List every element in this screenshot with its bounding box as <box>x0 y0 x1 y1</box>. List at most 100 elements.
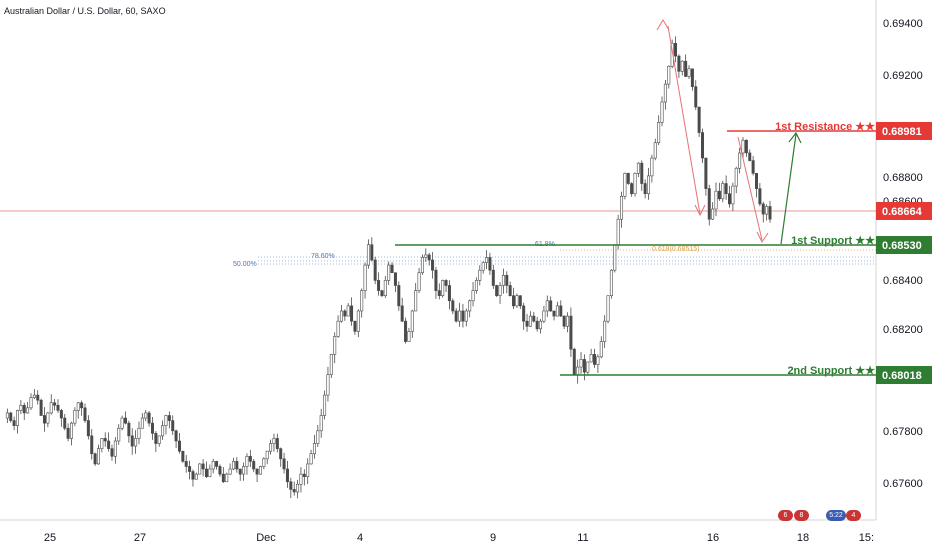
candle-body <box>262 458 266 467</box>
candle-body <box>22 404 26 414</box>
candle-body <box>117 427 121 442</box>
candle-body <box>606 295 610 322</box>
candle-body <box>657 122 661 144</box>
candle-body <box>748 152 752 161</box>
candle-body <box>660 101 664 123</box>
candle-body <box>208 468 212 477</box>
candle-body <box>424 254 428 258</box>
time-tick-label: 25 <box>44 532 56 544</box>
second-support-level[interactable]: 2nd Support ★★ 0.68018 <box>560 365 932 384</box>
fib-retracement[interactable]: 50.00% 78.60% 61.8% 0.618(0.68515) <box>233 241 876 268</box>
candle-body <box>707 188 711 220</box>
first-resistance-level[interactable]: 1st Resistance ★★ 0.68981 <box>727 121 932 140</box>
event-flag[interactable]: 4 <box>846 510 861 521</box>
candle-body <box>329 354 333 376</box>
candle-body <box>444 280 448 286</box>
candle-body <box>464 310 468 322</box>
candle-body <box>228 468 232 475</box>
candle-body <box>140 417 144 429</box>
candle-body <box>377 280 381 291</box>
candle-body <box>498 285 502 296</box>
candle-body <box>346 305 350 317</box>
candle-body <box>93 453 97 465</box>
candle-body <box>161 425 165 437</box>
candle-body <box>508 285 512 296</box>
candle-body <box>518 295 522 307</box>
candle-body <box>410 310 414 332</box>
candle-body <box>441 280 445 296</box>
candle-body <box>755 173 759 189</box>
candle-body <box>387 264 391 281</box>
price-tick-label: 0.67600 <box>883 478 923 490</box>
event-flag-text: 6 <box>783 512 788 519</box>
candle-body <box>103 438 107 442</box>
candle-body <box>731 185 735 205</box>
candle-body <box>225 473 229 483</box>
candle-body <box>319 415 323 432</box>
candle-body <box>512 295 516 307</box>
candle-body <box>738 152 742 169</box>
candle-body <box>272 438 276 444</box>
candle-body <box>616 218 620 246</box>
candle-body <box>12 420 16 426</box>
candle-body <box>312 443 316 455</box>
candle-body <box>417 272 421 291</box>
candle-body <box>32 394 36 398</box>
candle-body <box>282 458 286 470</box>
candle-body <box>204 468 208 477</box>
candle-body <box>414 290 418 312</box>
candle-body <box>309 453 313 465</box>
down-arrow-1-head <box>694 204 706 217</box>
candle-body <box>427 254 431 261</box>
candle-body <box>420 257 424 274</box>
candle-body <box>434 269 438 291</box>
event-flag[interactable]: 6 <box>778 510 793 521</box>
candle-body <box>269 443 273 452</box>
candle-body <box>26 407 30 414</box>
time-axis[interactable]: 25 27 Dec 4 9 11 16 18 15: <box>44 532 874 544</box>
candle-body <box>110 448 114 457</box>
event-flag[interactable]: 8 <box>794 510 809 521</box>
current-price-marker[interactable]: 0.68664 <box>876 202 932 220</box>
time-tick-label: Dec <box>256 532 276 544</box>
candle-body <box>120 417 124 429</box>
fib-786-label: 78.60% <box>311 253 335 260</box>
candle-body <box>721 183 725 200</box>
candle-body <box>177 440 181 452</box>
price-axis[interactable]: 0.69400 0.69200 0.68800 0.68600 0.68400 … <box>883 18 923 490</box>
candle-body <box>643 183 647 195</box>
candle-body <box>275 438 279 449</box>
candle-body <box>704 157 708 189</box>
price-tick-label: 0.68800 <box>883 172 923 184</box>
candle-body <box>90 435 94 455</box>
candle-body <box>181 450 185 462</box>
drawing-arrows[interactable] <box>656 19 802 245</box>
candle-body <box>191 471 195 480</box>
candle-body <box>285 468 289 483</box>
candle-body <box>302 473 306 477</box>
candle-body <box>690 68 694 87</box>
candle-body <box>609 269 613 296</box>
candle-body <box>123 417 127 424</box>
candle-body <box>73 410 77 424</box>
candle-body <box>76 402 80 411</box>
candle-body <box>663 83 667 103</box>
candle-body <box>46 412 50 424</box>
candle-body <box>562 315 566 327</box>
candle-body <box>265 450 269 460</box>
time-tick-label: 16 <box>707 532 719 544</box>
candle-body <box>194 473 198 480</box>
candle-body <box>589 354 593 363</box>
candle-body <box>42 415 46 424</box>
candle-body <box>552 310 556 317</box>
event-flag[interactable]: 5:22 <box>826 510 846 521</box>
candle-body <box>559 305 563 317</box>
current-price-tag <box>876 202 932 220</box>
first-support-level[interactable]: 1st Support ★★ 0.68530 <box>395 235 932 254</box>
candle-body <box>100 438 104 449</box>
chart-title: Australian Dollar / U.S. Dollar, 60, SAX… <box>4 6 166 16</box>
down-arrow-2-head <box>756 231 769 243</box>
candle-body <box>167 415 171 421</box>
candle-body <box>586 361 590 373</box>
